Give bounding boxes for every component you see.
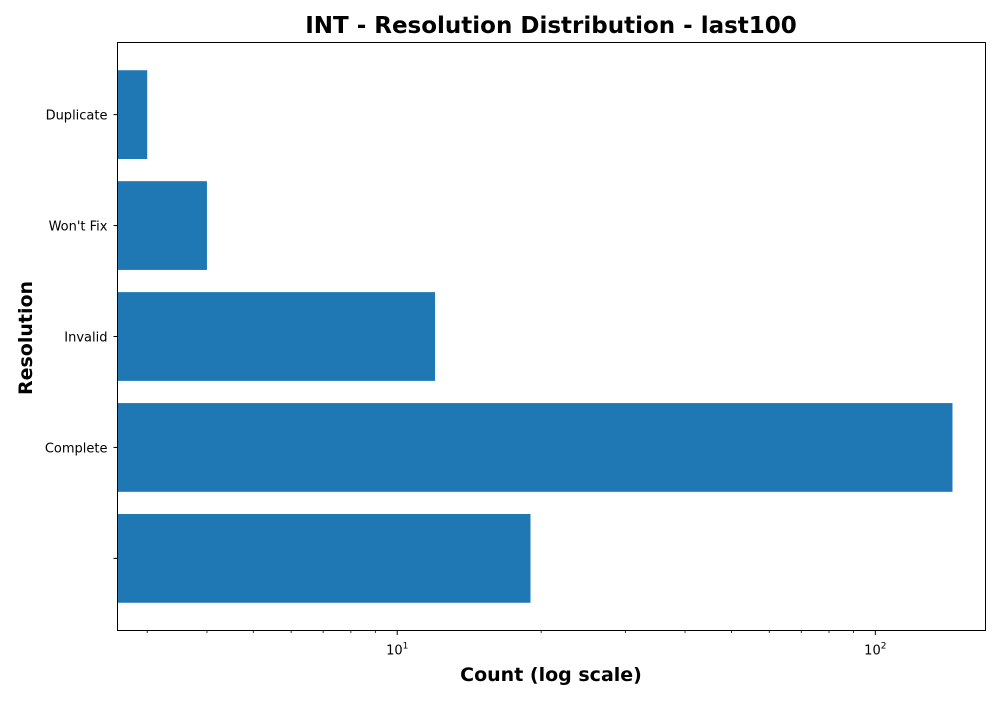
y-tick-label: Duplicate [46,109,108,124]
x-tick-label: 101 [386,642,408,659]
x-tick-label: 102 [864,642,886,659]
y-tick-label: Invalid [64,331,107,346]
chart-title: INT - Resolution Distribution - last100 [305,13,797,39]
x-major-ticks: 101 102 [386,630,886,659]
y-tick-label: Won't Fix [49,220,108,235]
bar-blank [117,514,531,603]
bar-won-t-fix [117,181,207,270]
plot-frame [117,42,986,631]
bar-invalid [117,292,436,381]
bar-complete [117,403,953,492]
y-tick-label: Complete [45,441,108,456]
y-ticks: Complete Invalid Won't Fix Duplicate [45,109,118,559]
bars-group [117,70,953,603]
y-axis-label: Resolution [15,281,37,395]
x-axis-label: Count (log scale) [460,664,642,686]
bar-duplicate [117,70,148,159]
